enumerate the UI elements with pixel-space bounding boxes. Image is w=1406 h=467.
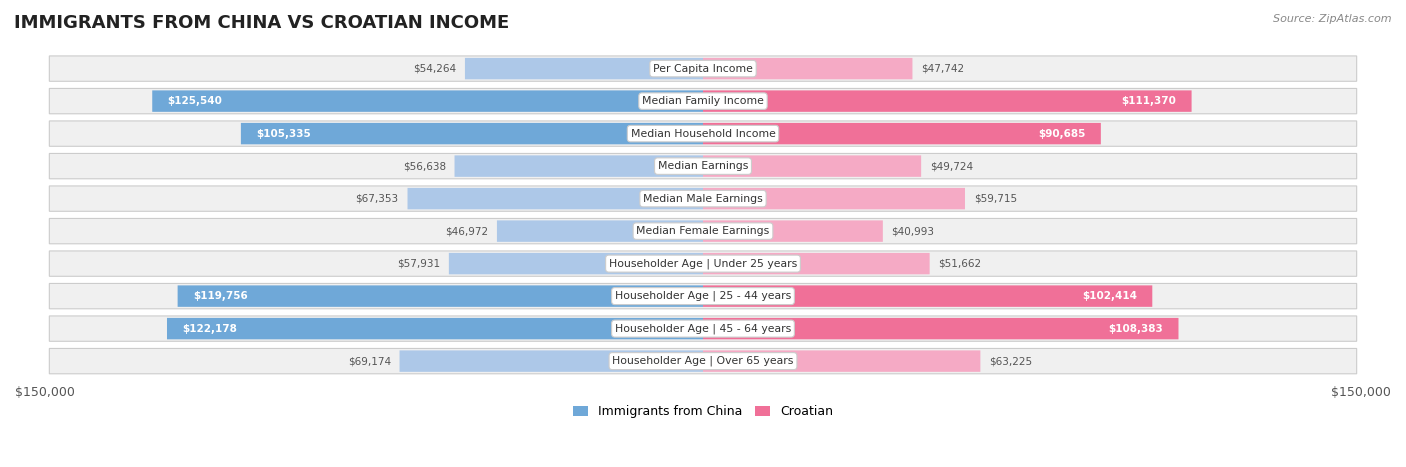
FancyBboxPatch shape: [399, 350, 703, 372]
FancyBboxPatch shape: [49, 88, 1357, 114]
FancyBboxPatch shape: [177, 285, 703, 307]
FancyBboxPatch shape: [167, 318, 703, 340]
Text: $69,174: $69,174: [347, 356, 391, 366]
Text: Median Household Income: Median Household Income: [630, 128, 776, 139]
FancyBboxPatch shape: [465, 58, 703, 79]
Text: $67,353: $67,353: [356, 194, 399, 204]
Legend: Immigrants from China, Croatian: Immigrants from China, Croatian: [568, 400, 838, 423]
Text: $125,540: $125,540: [167, 96, 222, 106]
Text: Median Female Earnings: Median Female Earnings: [637, 226, 769, 236]
Text: $119,756: $119,756: [193, 291, 247, 301]
Text: $47,742: $47,742: [921, 64, 965, 74]
Text: IMMIGRANTS FROM CHINA VS CROATIAN INCOME: IMMIGRANTS FROM CHINA VS CROATIAN INCOME: [14, 14, 509, 32]
Text: Median Family Income: Median Family Income: [643, 96, 763, 106]
Text: Median Earnings: Median Earnings: [658, 161, 748, 171]
Text: $49,724: $49,724: [929, 161, 973, 171]
FancyBboxPatch shape: [49, 251, 1357, 276]
FancyBboxPatch shape: [703, 156, 921, 177]
FancyBboxPatch shape: [49, 316, 1357, 341]
FancyBboxPatch shape: [49, 186, 1357, 211]
Text: $102,414: $102,414: [1083, 291, 1137, 301]
FancyBboxPatch shape: [240, 123, 703, 144]
FancyBboxPatch shape: [49, 154, 1357, 179]
Text: $108,383: $108,383: [1108, 324, 1163, 333]
FancyBboxPatch shape: [49, 56, 1357, 81]
Text: $40,993: $40,993: [891, 226, 935, 236]
Text: $46,972: $46,972: [446, 226, 488, 236]
FancyBboxPatch shape: [49, 283, 1357, 309]
Text: Per Capita Income: Per Capita Income: [652, 64, 754, 74]
FancyBboxPatch shape: [703, 253, 929, 274]
FancyBboxPatch shape: [49, 348, 1357, 374]
FancyBboxPatch shape: [496, 220, 703, 242]
FancyBboxPatch shape: [449, 253, 703, 274]
Text: Householder Age | 25 - 44 years: Householder Age | 25 - 44 years: [614, 291, 792, 301]
Text: $111,370: $111,370: [1122, 96, 1177, 106]
Text: $59,715: $59,715: [974, 194, 1017, 204]
FancyBboxPatch shape: [408, 188, 703, 209]
FancyBboxPatch shape: [703, 58, 912, 79]
Text: $90,685: $90,685: [1038, 128, 1085, 139]
Text: Source: ZipAtlas.com: Source: ZipAtlas.com: [1274, 14, 1392, 24]
FancyBboxPatch shape: [703, 123, 1101, 144]
Text: Householder Age | Under 25 years: Householder Age | Under 25 years: [609, 258, 797, 269]
FancyBboxPatch shape: [454, 156, 703, 177]
Text: $63,225: $63,225: [990, 356, 1032, 366]
Text: $122,178: $122,178: [183, 324, 238, 333]
FancyBboxPatch shape: [49, 219, 1357, 244]
Text: Median Male Earnings: Median Male Earnings: [643, 194, 763, 204]
Text: Householder Age | Over 65 years: Householder Age | Over 65 years: [612, 356, 794, 367]
Text: $51,662: $51,662: [938, 259, 981, 269]
FancyBboxPatch shape: [49, 121, 1357, 146]
FancyBboxPatch shape: [703, 318, 1178, 340]
FancyBboxPatch shape: [703, 285, 1153, 307]
FancyBboxPatch shape: [703, 350, 980, 372]
FancyBboxPatch shape: [703, 220, 883, 242]
Text: $54,264: $54,264: [413, 64, 456, 74]
Text: Householder Age | 45 - 64 years: Householder Age | 45 - 64 years: [614, 323, 792, 334]
Text: $57,931: $57,931: [396, 259, 440, 269]
Text: $105,335: $105,335: [256, 128, 311, 139]
FancyBboxPatch shape: [152, 91, 703, 112]
FancyBboxPatch shape: [703, 188, 965, 209]
FancyBboxPatch shape: [703, 91, 1192, 112]
Text: $56,638: $56,638: [402, 161, 446, 171]
